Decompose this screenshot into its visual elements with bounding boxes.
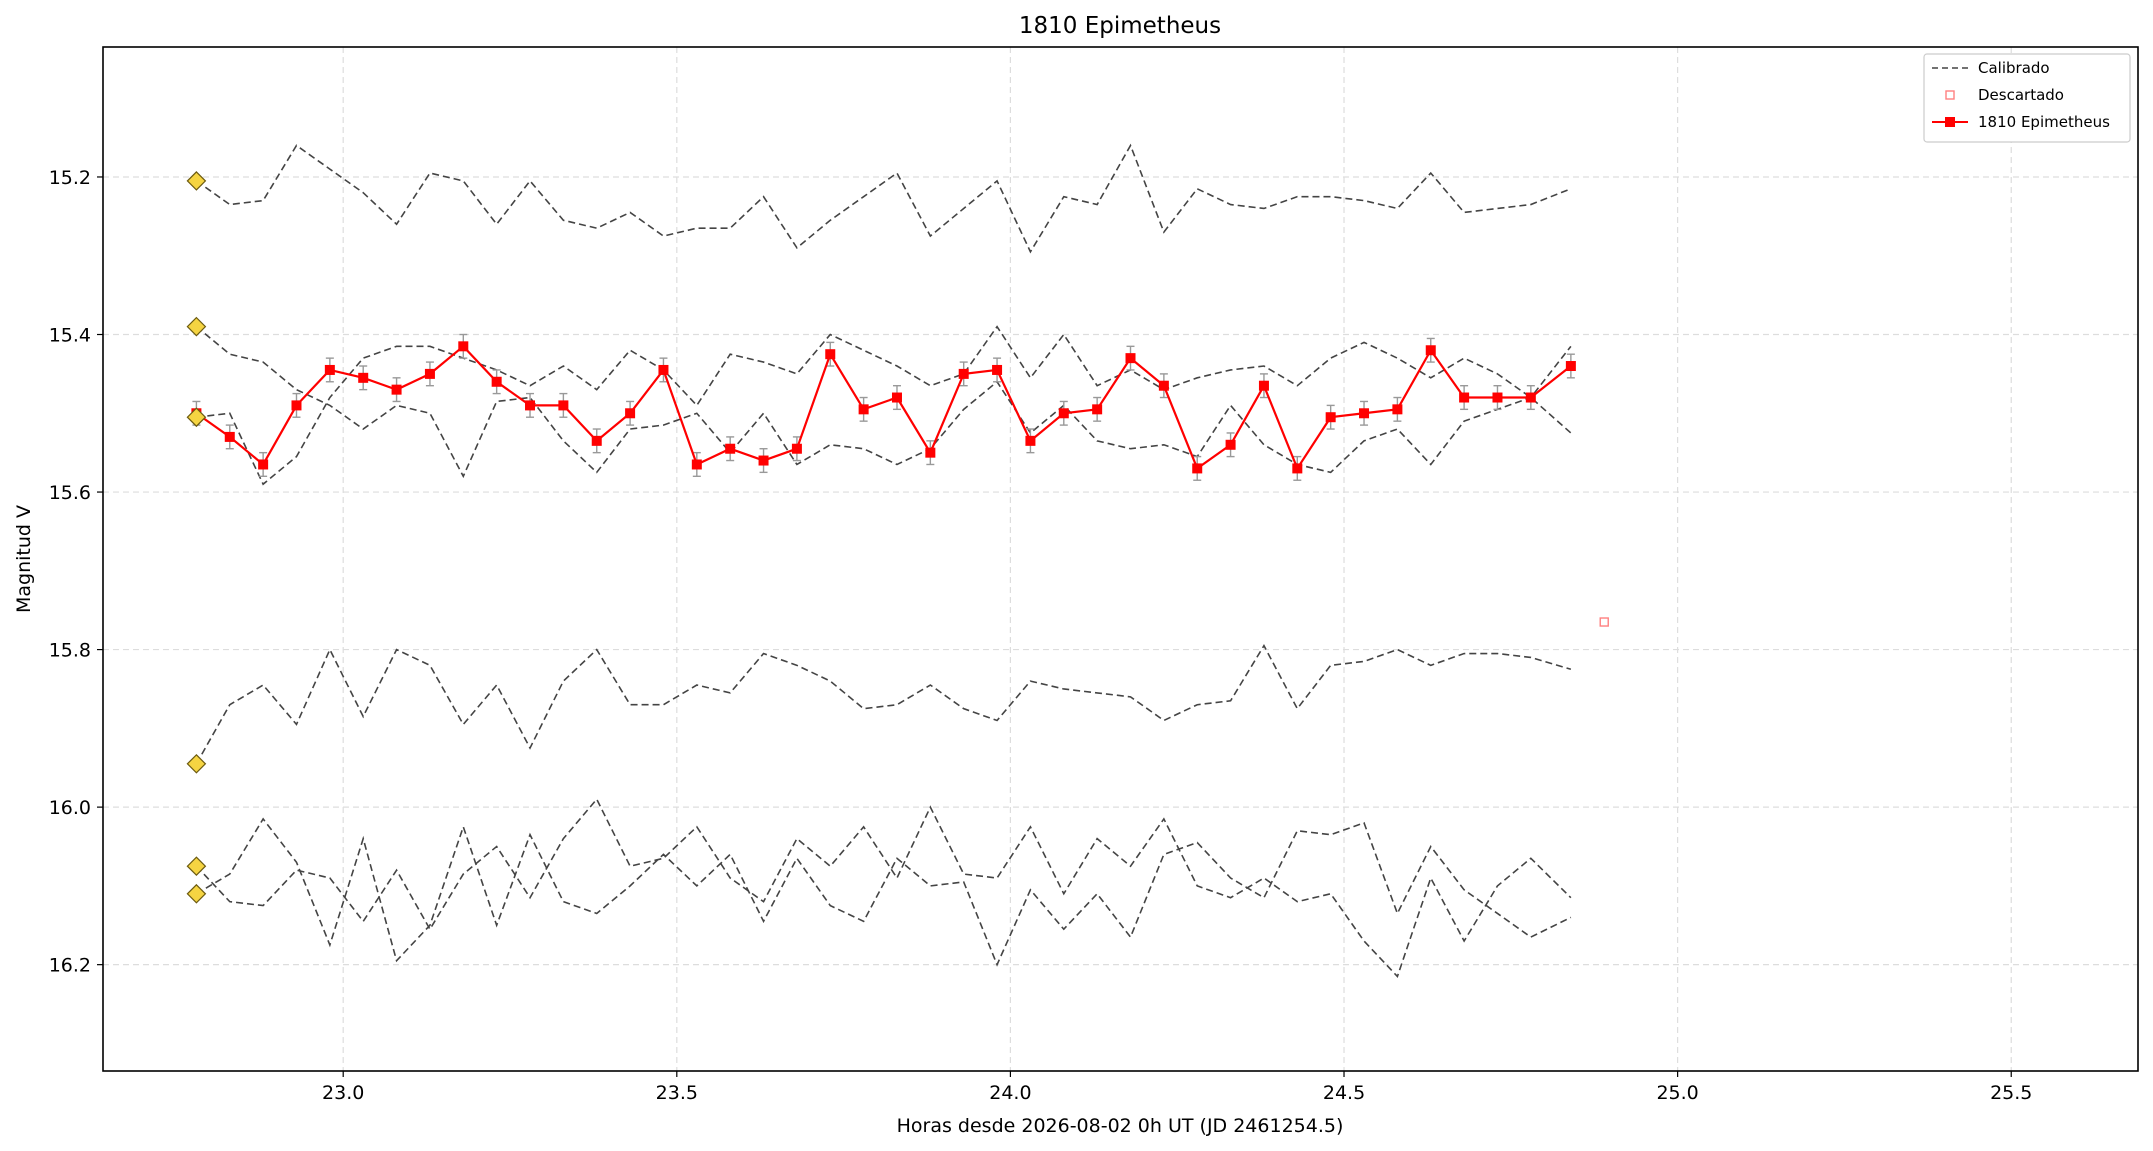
target-point: [1125, 353, 1136, 364]
target-point: [1158, 380, 1169, 391]
calibrated-series-line: [196, 817, 1572, 967]
reference-marker: [186, 883, 207, 904]
target-point: [1565, 361, 1576, 372]
target-point: [324, 364, 335, 375]
y-axis-label: Magnitud V: [13, 505, 35, 613]
y-axis: 15.2 15.4 15.6 15.8 16.0 16.2: [49, 167, 103, 977]
legend-box: [1923, 53, 2131, 143]
target-point: [858, 404, 869, 415]
target-point: [491, 376, 502, 387]
target-point: [1058, 408, 1069, 419]
target-point: [1258, 380, 1269, 391]
y-tick-label: 15.4: [49, 325, 91, 347]
target-point: [424, 368, 435, 379]
calibrated-series-line: [196, 325, 1572, 486]
calibrated-series-line: [195, 143, 1572, 254]
x-tick-label: 25.0: [1656, 1082, 1698, 1104]
x-tick-label: 25.5: [1990, 1082, 2032, 1104]
target-point: [1225, 439, 1236, 450]
legend-discarded-swatch: [1945, 90, 1955, 100]
target-point: [1392, 404, 1403, 415]
target-point: [391, 384, 402, 395]
target-point: [625, 408, 636, 419]
legend-target-marker: [1945, 117, 1955, 127]
calibrated-series-line: [195, 326, 1572, 479]
target-point: [1025, 435, 1036, 446]
reference-marker: [186, 753, 207, 774]
y-tick-label: 16.2: [49, 955, 91, 977]
x-tick-label: 24.0: [989, 1082, 1031, 1104]
target-point: [791, 443, 802, 454]
y-tick-label: 15.8: [49, 640, 91, 662]
target-point: [725, 443, 736, 454]
plot-area: [103, 47, 2138, 1071]
target-point: [525, 400, 536, 411]
target-point: [958, 368, 969, 379]
discarded-point: [1599, 617, 1609, 627]
x-tick-label: 23.5: [656, 1082, 698, 1104]
target-point: [691, 459, 702, 470]
legend: Calibrado Descartado 1810 Epimetheus: [1923, 53, 2131, 143]
target-point: [891, 392, 902, 403]
target-point: [992, 364, 1003, 375]
calibrated-series-line: [195, 797, 1572, 978]
target-point: [925, 447, 936, 458]
legend-discarded-label: Descartado: [1978, 86, 2064, 104]
calibrated-series-line: [195, 644, 1572, 765]
reference-marker: [186, 171, 207, 191]
target-point: [1325, 412, 1336, 423]
calibrated-series-group: [195, 143, 1572, 978]
y-tick-label: 15.2: [49, 167, 91, 189]
target-series-line: [195, 344, 1572, 471]
target-point: [258, 459, 269, 470]
target-point: [458, 341, 469, 352]
legend-calibrated-label: Calibrado: [1978, 59, 2050, 77]
target-point: [658, 364, 669, 375]
grid: [103, 47, 2138, 1071]
y-tick-label: 16.0: [49, 797, 91, 819]
target-point: [291, 400, 302, 411]
x-axis-label: Horas desde 2026-08-02 0h UT (JD 2461254…: [897, 1115, 1344, 1137]
target-point: [1192, 463, 1203, 474]
reference-marker: [186, 856, 207, 877]
x-tick-label: 23.0: [322, 1082, 364, 1104]
target-point: [1525, 392, 1536, 403]
target-point: [825, 349, 836, 360]
target-point: [1459, 392, 1470, 403]
x-axis: 23.0 23.5 24.0 24.5 25.0 25.5: [322, 1071, 2032, 1104]
reference-marker: [186, 407, 207, 428]
target-point: [758, 455, 769, 466]
legend-target-label: 1810 Epimetheus: [1978, 113, 2110, 131]
discarded-points-group: [1599, 617, 1609, 627]
plot-frame: [102, 46, 2139, 1072]
target-point: [1492, 392, 1503, 403]
target-point: [224, 431, 235, 442]
target-point: [1092, 404, 1103, 415]
reference-markers-group: [186, 171, 207, 904]
x-tick-label: 24.5: [1323, 1082, 1365, 1104]
y-tick-label: 15.6: [49, 482, 91, 504]
target-point: [1292, 463, 1303, 474]
target-point: [1359, 408, 1370, 419]
target-point: [591, 435, 602, 446]
target-point: [358, 372, 369, 383]
target-point: [1425, 345, 1436, 356]
reference-marker: [186, 316, 207, 337]
chart-title: 1810 Epimetheus: [1019, 13, 1221, 39]
target-point: [558, 400, 569, 411]
